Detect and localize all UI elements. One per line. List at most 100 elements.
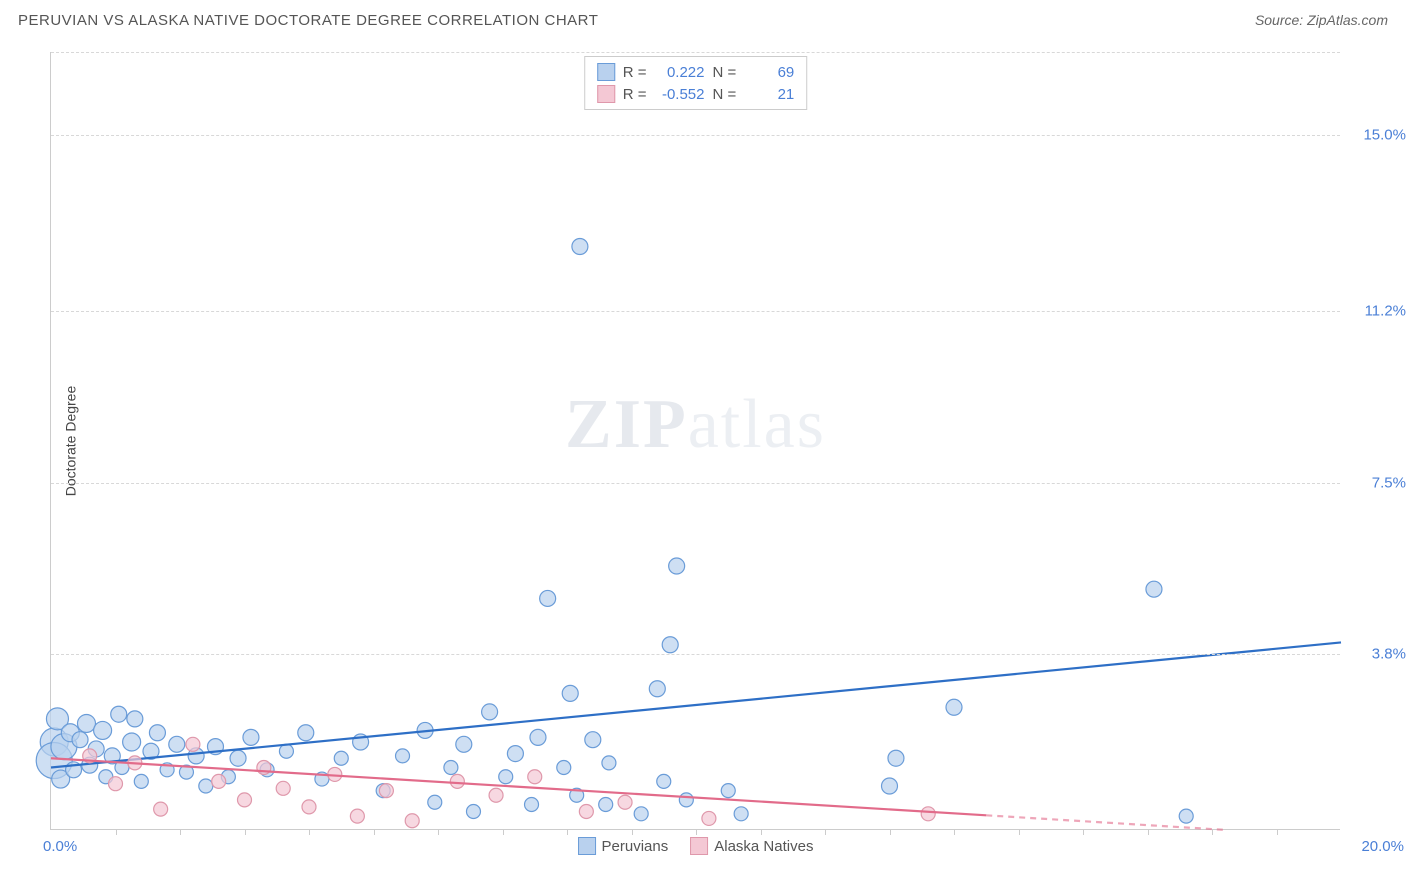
x-tick [1148,829,1149,835]
y-tick-label: 3.8% [1348,646,1406,663]
x-tick [890,829,891,835]
x-origin-label: 0.0% [43,838,77,855]
data-point-series-0 [669,558,685,574]
data-point-series-0 [169,736,185,752]
series-legend: Peruvians Alaska Natives [578,837,814,855]
data-point-series-0 [298,725,314,741]
data-point-series-0 [562,685,578,701]
data-point-series-0 [279,744,293,758]
data-point-series-0 [679,793,693,807]
data-point-series-0 [199,779,213,793]
data-point-series-1 [350,809,364,823]
data-point-series-0 [721,784,735,798]
swatch-series-1 [597,85,615,103]
data-point-series-1 [379,784,393,798]
data-point-series-0 [456,736,472,752]
source-credit: Source: ZipAtlas.com [1255,12,1388,28]
x-tick [1212,829,1213,835]
data-point-series-1 [528,770,542,784]
data-point-series-0 [499,770,513,784]
data-point-series-0 [734,807,748,821]
y-tick-label: 7.5% [1348,474,1406,491]
chart-title: PERUVIAN VS ALASKA NATIVE DOCTORATE DEGR… [18,12,598,29]
legend-label-0: Peruvians [602,838,669,855]
stats-row-series-0: R = 0.222 N = 69 [597,61,795,83]
data-point-series-0 [444,760,458,774]
stats-legend: R = 0.222 N = 69 R = -0.552 N = 21 [584,56,808,110]
stats-row-series-1: R = -0.552 N = 21 [597,83,795,105]
x-tick [825,829,826,835]
stat-N-label: N = [713,86,737,103]
data-point-series-0 [662,637,678,653]
data-point-series-0 [1146,581,1162,597]
x-tick [632,829,633,835]
y-tick-label: 15.0% [1348,127,1406,144]
data-point-series-0 [243,729,259,745]
data-point-series-0 [396,749,410,763]
data-point-series-0 [72,732,88,748]
data-point-series-0 [599,798,613,812]
source-site: ZipAtlas.com [1307,12,1388,28]
gridline [51,483,1340,484]
x-tick [1083,829,1084,835]
data-point-series-0 [946,699,962,715]
data-point-series-0 [585,732,601,748]
data-point-series-0 [530,729,546,745]
legend-swatch-1 [690,837,708,855]
data-point-series-0 [111,706,127,722]
data-point-series-0 [149,725,165,741]
data-point-series-0 [94,721,112,739]
data-point-series-1 [489,788,503,802]
source-label: Source: [1255,12,1303,28]
data-point-series-0 [572,239,588,255]
data-point-series-1 [276,781,290,795]
data-point-series-0 [882,778,898,794]
data-point-series-0 [649,681,665,697]
data-point-series-1 [302,800,316,814]
x-tick [309,829,310,835]
x-tick [503,829,504,835]
data-point-series-0 [428,795,442,809]
data-point-series-1 [702,811,716,825]
data-point-series-0 [334,751,348,765]
data-point-series-1 [212,774,226,788]
data-point-series-0 [525,798,539,812]
x-tick [245,829,246,835]
data-point-series-0 [557,760,571,774]
x-tick [761,829,762,835]
data-point-series-0 [634,807,648,821]
gridline-top [51,52,1340,53]
data-point-series-0 [602,756,616,770]
gridline [51,135,1340,136]
x-max-label: 20.0% [1361,838,1404,855]
y-tick-label: 11.2% [1348,303,1406,320]
stat-N-label: N = [713,64,737,81]
legend-item-1: Alaska Natives [690,837,813,855]
data-point-series-0 [230,750,246,766]
data-point-series-1 [405,814,419,828]
data-point-series-1 [450,774,464,788]
stat-N-val-0: 69 [744,64,794,81]
legend-label-1: Alaska Natives [714,838,813,855]
data-point-series-0 [123,733,141,751]
data-point-series-0 [482,704,498,720]
legend-swatch-0 [578,837,596,855]
x-tick [1019,829,1020,835]
x-tick [954,829,955,835]
data-point-series-1 [186,737,200,751]
chart-header: PERUVIAN VS ALASKA NATIVE DOCTORATE DEGR… [18,12,1388,36]
x-tick [696,829,697,835]
data-point-series-0 [466,804,480,818]
x-tick [438,829,439,835]
data-point-series-0 [888,750,904,766]
stat-N-val-1: 21 [744,86,794,103]
x-tick [567,829,568,835]
stat-R-label: R = [623,86,647,103]
plot-area: Doctorate Degree ZIPatlas R = 0.222 N = … [50,52,1340,830]
legend-item-0: Peruvians [578,837,669,855]
data-point-series-0 [657,774,671,788]
data-point-series-1 [921,807,935,821]
stat-R-val-0: 0.222 [655,64,705,81]
trend-line-series-0 [51,642,1341,767]
data-point-series-1 [618,795,632,809]
